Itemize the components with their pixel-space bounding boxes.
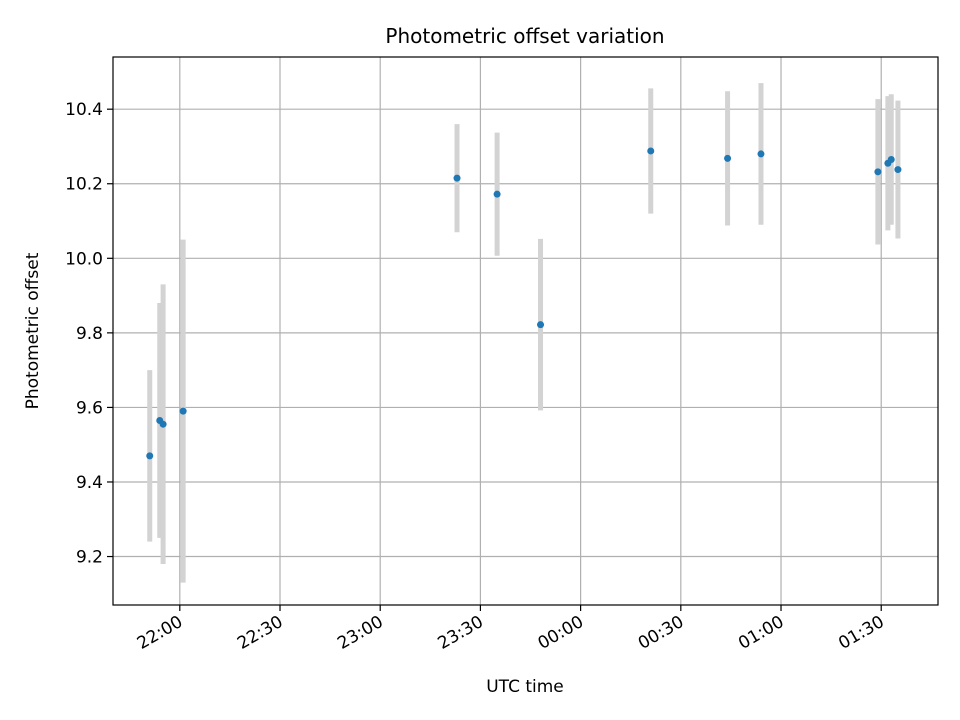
y-axis-label: Photometric offset [23,252,43,409]
plot-frame [112,56,939,606]
data-point [757,150,765,158]
y-tick-label: 10.0 [65,249,103,269]
y-tick-label: 9.4 [76,473,103,493]
data-point [493,190,501,198]
x-tick-label: 00:00 [535,612,587,654]
y-tick-label: 9.6 [76,398,103,418]
data-point [887,156,895,164]
data-point [146,452,154,460]
y-tick-label: 10.4 [65,100,103,120]
x-tick-label: 23:00 [334,612,386,654]
data-point [179,407,187,415]
x-axis-label: UTC time [486,677,564,697]
x-tick-label: 23:30 [434,612,486,654]
grid-layer [113,57,938,605]
y-tick-label: 9.2 [76,548,103,568]
data-point [894,166,902,174]
x-tick-label: 22:00 [134,612,186,654]
x-tick-label: 01:30 [835,612,887,654]
x-tick-label: 01:00 [735,612,787,654]
x-tick-label: 00:30 [635,612,687,654]
y-tick-label: 9.8 [76,324,103,344]
data-point [647,147,655,155]
point-layer [146,147,902,460]
y-tick-label: 10.2 [65,175,103,195]
data-point [453,174,461,182]
data-point [159,420,167,428]
x-tick-label: 22:30 [234,612,286,654]
data-point [537,321,545,329]
chart-title: Photometric offset variation [385,24,664,48]
data-point [874,168,882,176]
data-point [724,154,732,162]
